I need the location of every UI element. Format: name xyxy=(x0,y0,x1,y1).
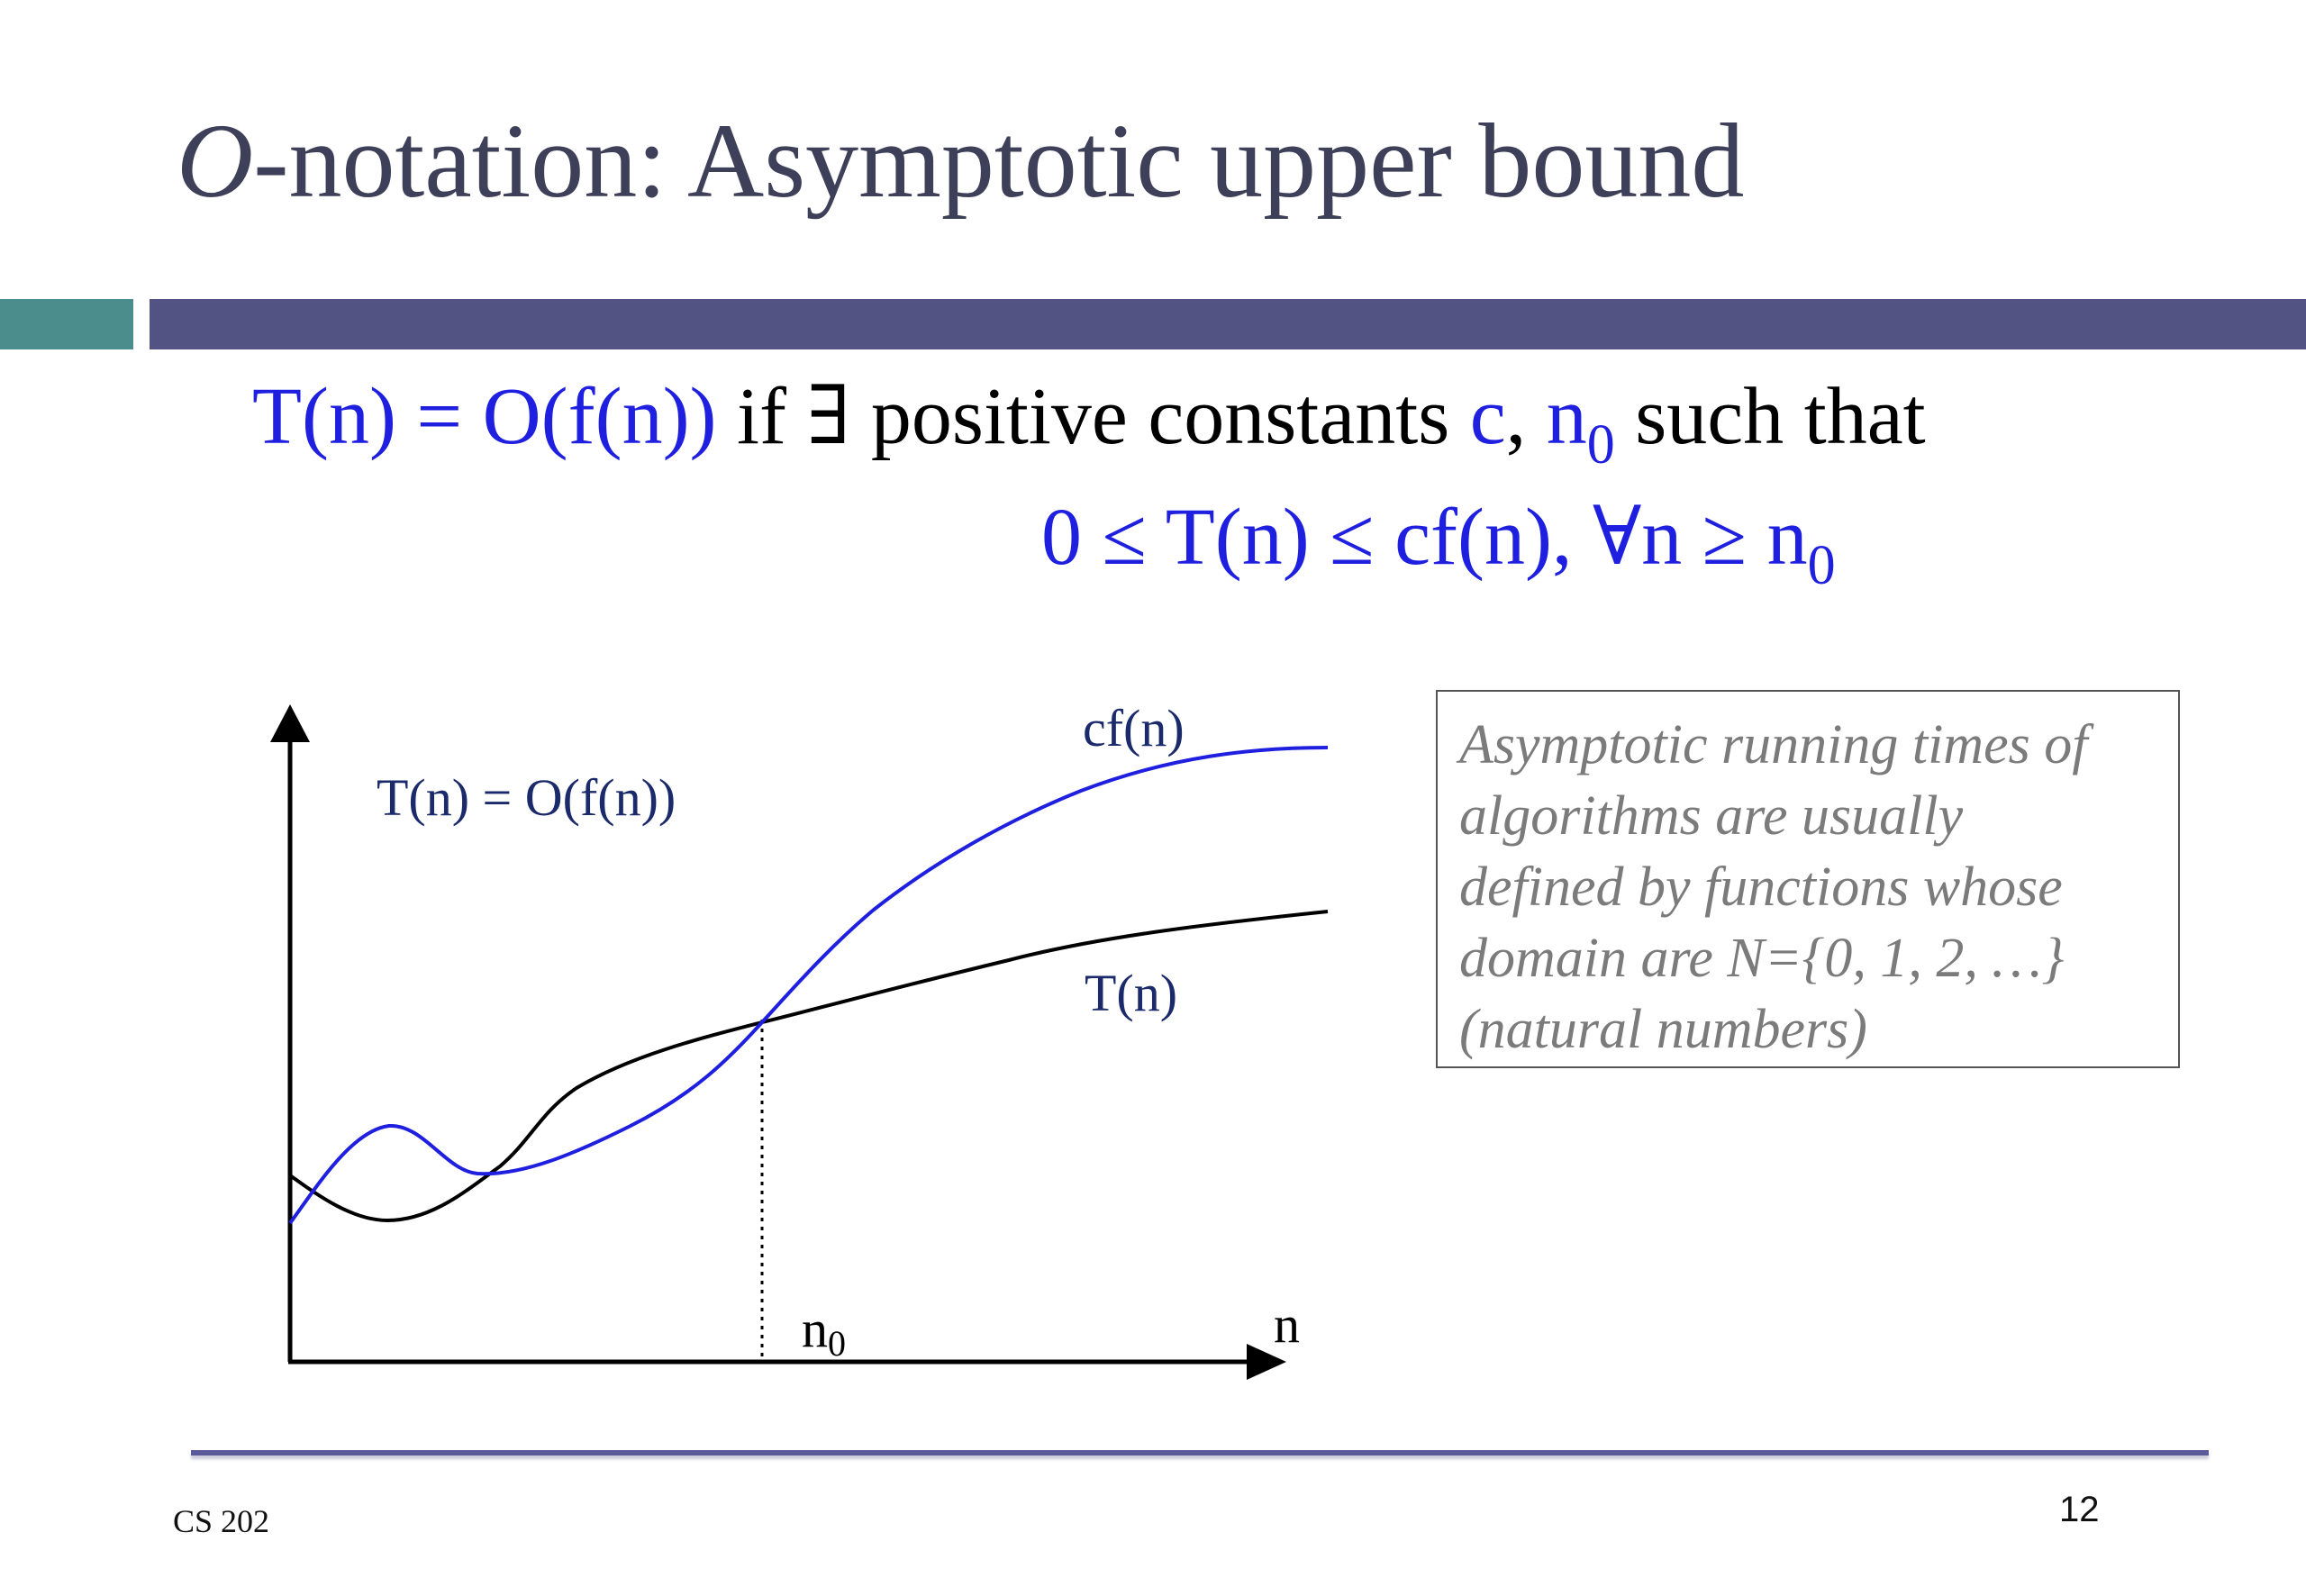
note-line: defined by functions whose xyxy=(1459,857,2063,918)
footer-divider xyxy=(191,1450,2209,1455)
definition-line-2: 0 ≤ T(n) ≤ cf(n), ∀n ≥ n0 xyxy=(1041,497,1836,594)
y-axis-arrow xyxy=(270,704,310,742)
slide-title: O-notation: Asymptotic upper bound xyxy=(177,108,1744,214)
note-line: domain are N={0, 1, 2, …} xyxy=(1459,928,2065,989)
definition-line-1: T(n) = O(f(n)) if ∃ positive constants c… xyxy=(252,376,1926,474)
n0-label: n0 xyxy=(802,1300,846,1364)
note-line: Asymptotic running times of xyxy=(1459,714,2088,775)
definition-constant-n0: n0 xyxy=(1546,372,1615,476)
title-accent-bar-navy xyxy=(150,299,2306,349)
x-axis-arrow xyxy=(1247,1344,1286,1380)
note-box: Asymptotic running times of algorithms a… xyxy=(1436,690,2180,1068)
page-number: 12 xyxy=(2059,1490,2100,1529)
definition-condition: if ∃ positive constants xyxy=(716,372,1470,461)
title-accent-bar-teal xyxy=(0,299,133,349)
definition-comma: , xyxy=(1505,372,1547,461)
t-curve xyxy=(288,910,1329,1223)
definition-inequality: 0 ≤ T(n) ≤ cf(n), ∀n ≥ n xyxy=(1041,493,1808,582)
cf-curve-label: cf(n) xyxy=(1083,699,1185,757)
t-curve-label: T(n) xyxy=(1085,964,1177,1022)
note-line: algorithms are usually xyxy=(1459,785,1964,847)
definition-expression: T(n) = O(f(n)) xyxy=(252,372,717,461)
definition-inequality-sub: 0 xyxy=(1807,535,1836,596)
footer-course: CS 202 xyxy=(173,1503,270,1539)
title-italic-o: O xyxy=(177,102,254,220)
relation-label: T(n) = O(f(n)) xyxy=(377,768,676,827)
definition-such-that: such that xyxy=(1614,372,1926,461)
note-line: (natural numbers) xyxy=(1459,999,1867,1060)
title-text: -notation: Asymptotic upper bound xyxy=(253,102,1745,220)
definition-constant-c: c xyxy=(1469,372,1506,461)
n-axis-label: n xyxy=(1274,1295,1300,1354)
cf-curve xyxy=(288,746,1329,1225)
